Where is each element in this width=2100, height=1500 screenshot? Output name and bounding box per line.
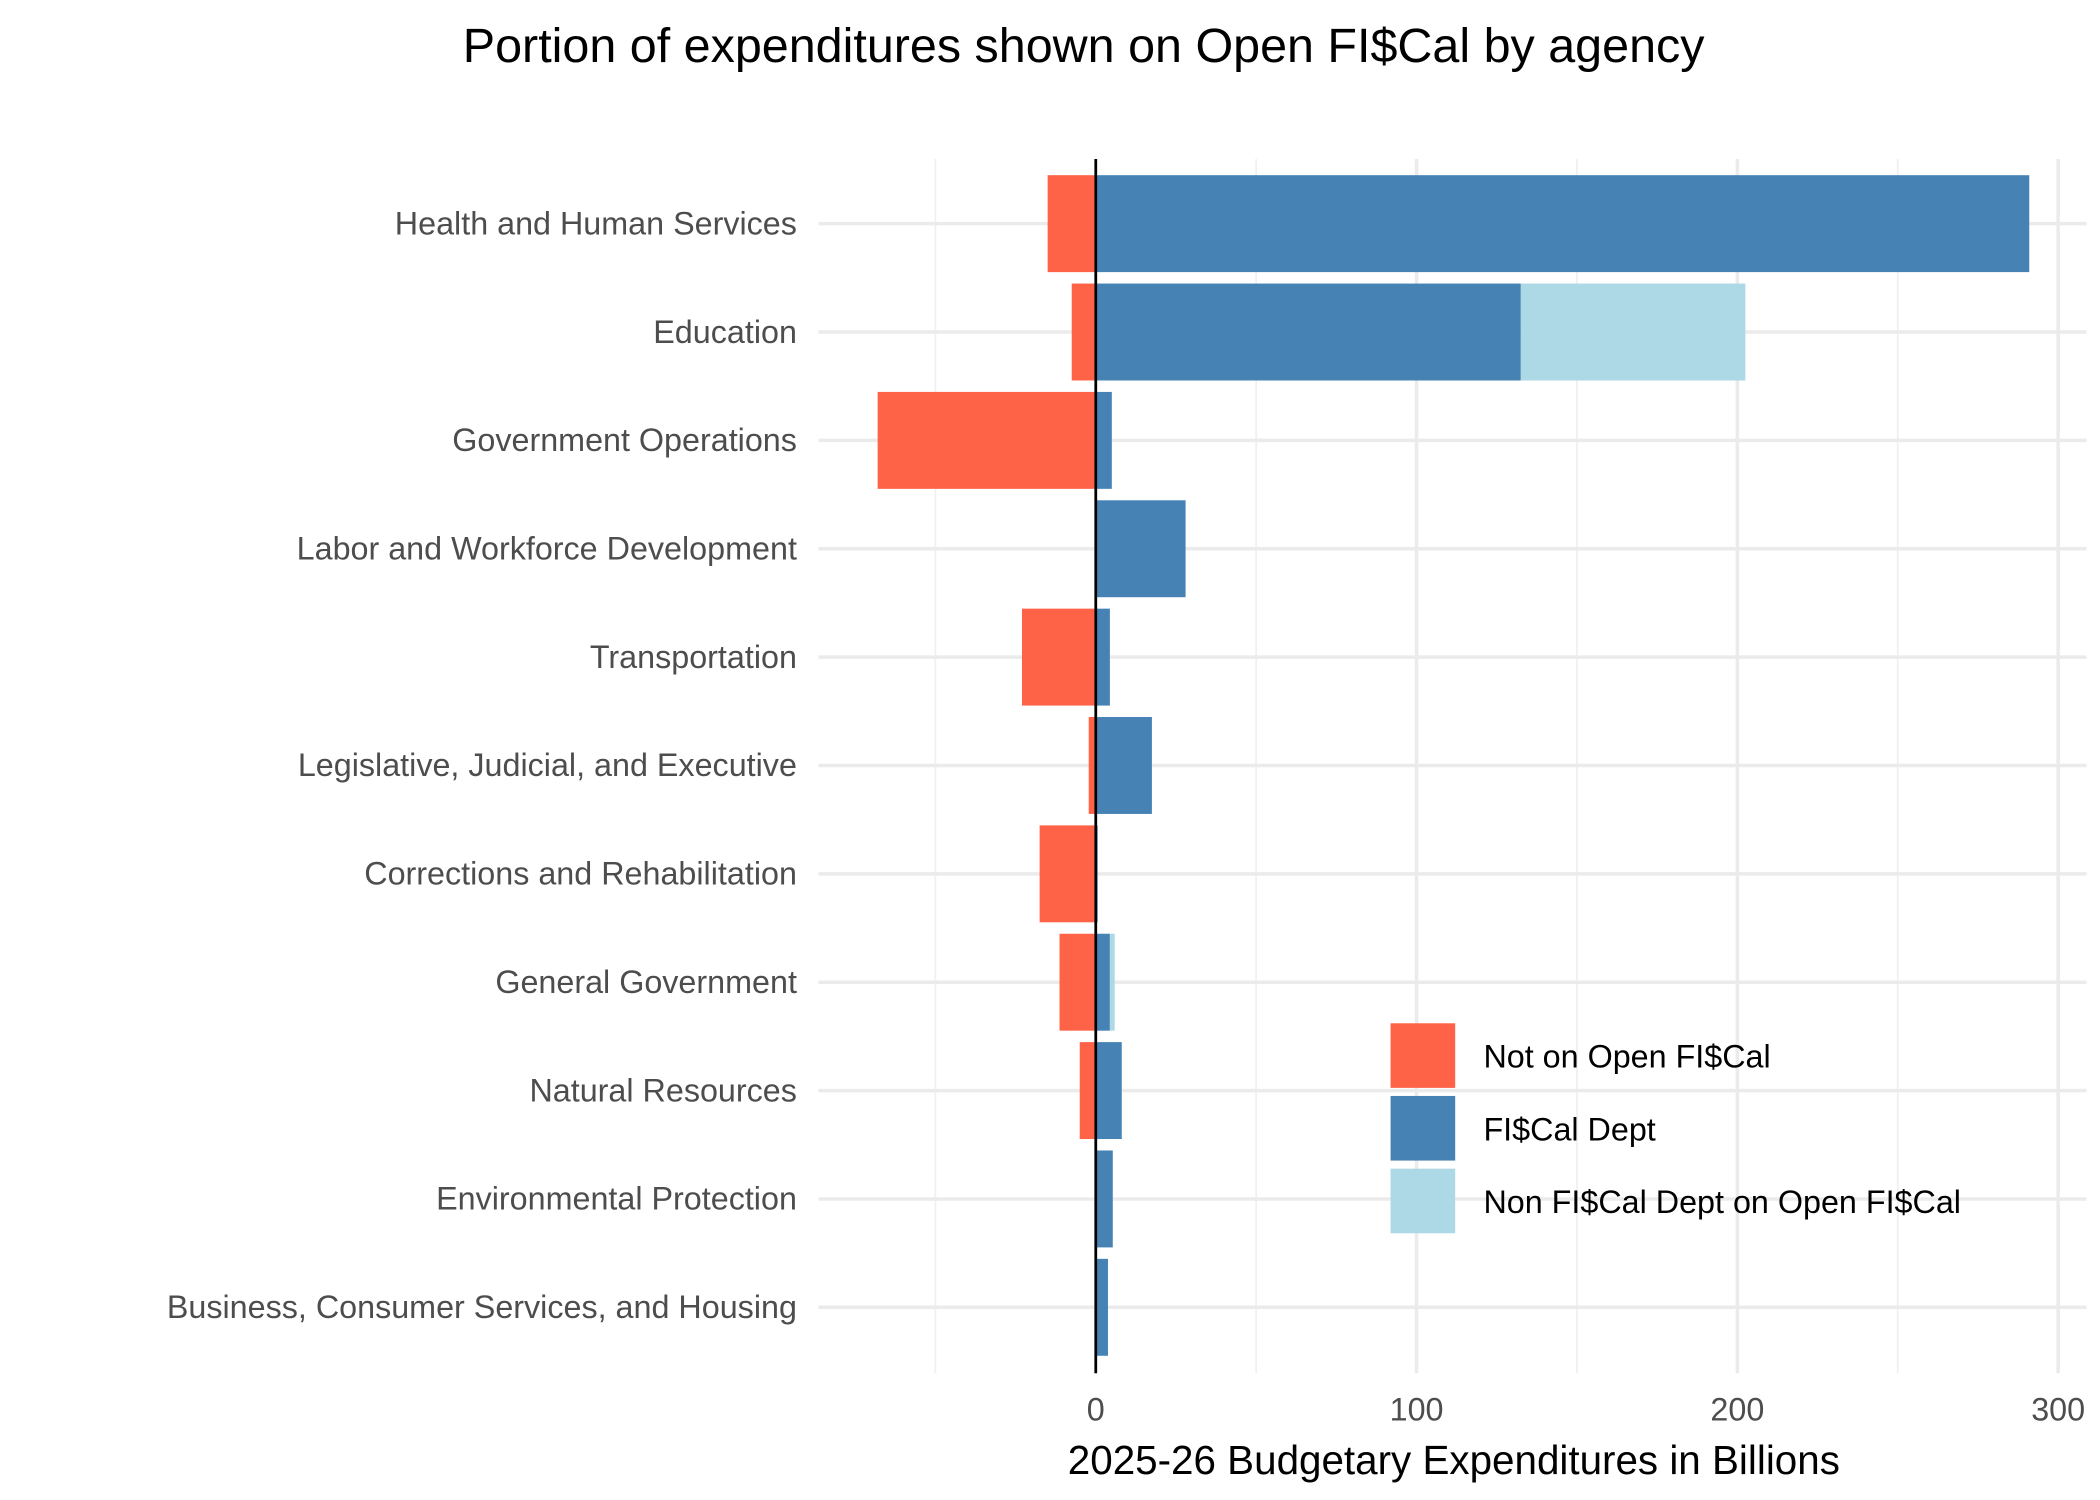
category-labels: Health and Human Services Education Govern… [167, 205, 797, 1325]
bar [1079, 1042, 1096, 1140]
bar [1095, 391, 1112, 489]
x-tick-label: 0 [1087, 1391, 1105, 1427]
category-label: Education [653, 314, 797, 350]
bar [1095, 1258, 1108, 1356]
legend-label: Non FI$Cal Dept on Open FI$Cal [1483, 1184, 1961, 1220]
bar [877, 391, 1096, 489]
x-tick-labels: 0 100 200 300 [1087, 1391, 2085, 1427]
chart-title: Portion of expenditures shown on Open FI… [463, 19, 1705, 73]
bar [1095, 1042, 1122, 1140]
bar [1039, 825, 1096, 923]
legend: Not on Open FI$Cal FI$Cal Dept Non FI$Cal … [1390, 1023, 1961, 1234]
category-label: General Government [495, 964, 797, 1000]
bar [1047, 175, 1096, 273]
bar [1095, 717, 1152, 814]
bar [1109, 933, 1115, 1031]
category-label: Transportation [590, 639, 797, 675]
x-tick-label: 200 [1710, 1391, 1764, 1427]
bars [877, 175, 2030, 1356]
category-label: Natural Resources [529, 1072, 796, 1108]
bar [1059, 933, 1096, 1031]
legend-key [1390, 1095, 1456, 1161]
bar [1095, 608, 1110, 706]
bar [1095, 283, 1521, 381]
category-label: Health and Human Services [395, 205, 797, 241]
x-tick-label: 300 [2031, 1391, 2085, 1427]
legend-key [1390, 1023, 1456, 1088]
bar [1095, 933, 1110, 1031]
category-label: Business, Consumer Services, and Housing [167, 1289, 797, 1325]
legend-label: Not on Open FI$Cal [1483, 1039, 1770, 1075]
category-label: Government Operations [452, 422, 797, 458]
category-label: Corrections and Rehabilitation [364, 856, 797, 892]
category-label: Legislative, Judicial, and Executive [298, 747, 797, 783]
bar [1071, 283, 1096, 381]
bar [1095, 1150, 1113, 1248]
category-label: Environmental Protection [436, 1181, 797, 1217]
bar [1095, 175, 2030, 273]
bar [1021, 608, 1096, 706]
legend-label: FI$Cal Dept [1483, 1111, 1655, 1147]
category-label: Labor and Workforce Development [297, 531, 797, 567]
x-tick-label: 100 [1390, 1391, 1444, 1427]
x-axis-title: 2025-26 Budgetary Expenditures in Billio… [1068, 1437, 1840, 1483]
bar [1095, 500, 1186, 598]
bar [1520, 283, 1746, 381]
legend-key [1390, 1168, 1456, 1234]
bar [1088, 717, 1096, 814]
